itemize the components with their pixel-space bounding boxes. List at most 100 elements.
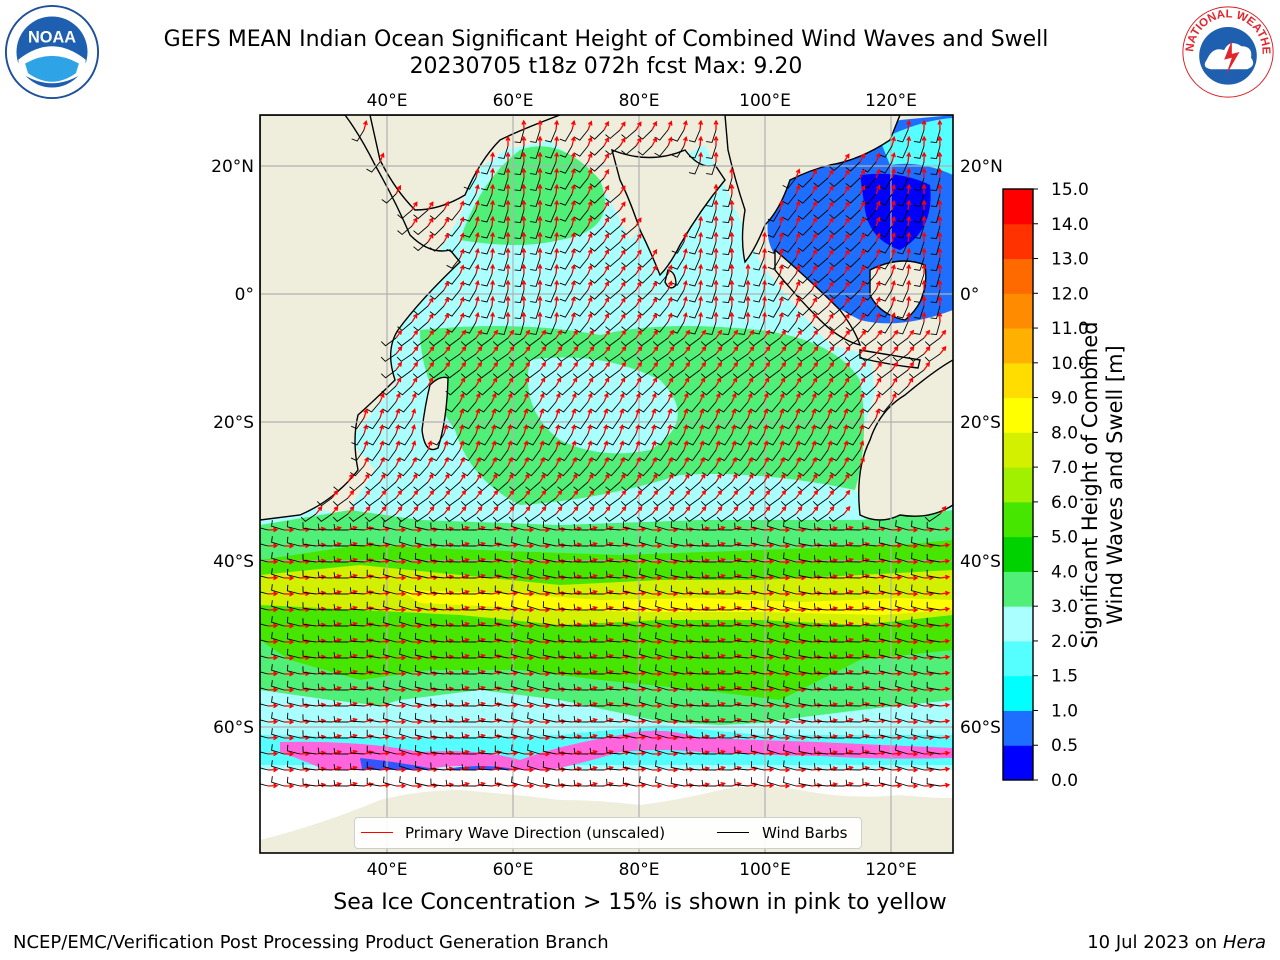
- wind-barb: [896, 193, 909, 207]
- wave-direction-arrow: [539, 687, 551, 693]
- wave-direction-arrow: [395, 392, 401, 403]
- wind-barb: [478, 731, 493, 739]
- wind-barb: [654, 449, 669, 462]
- wind-barb: [429, 225, 445, 236]
- wind-barb: [542, 761, 557, 771]
- wind-barb: [590, 449, 605, 462]
- wind-barb: [738, 273, 749, 287]
- wave-direction-arrow: [937, 167, 943, 179]
- wind-barb: [317, 731, 333, 739]
- wind-barb: [766, 401, 781, 413]
- wind-barb: [498, 273, 509, 287]
- wave-direction-arrow: [875, 312, 881, 323]
- wave-direction-arrow: [603, 392, 609, 403]
- wave-direction-arrow: [747, 329, 755, 339]
- wave-direction-arrow: [411, 489, 419, 499]
- wind-barb: [514, 257, 525, 272]
- wind-barb: [701, 523, 717, 531]
- wave-direction-arrow: [715, 733, 726, 739]
- wave-direction-arrow: [635, 345, 643, 355]
- wave-direction-arrow: [635, 505, 643, 515]
- wave-direction-arrow: [475, 329, 483, 339]
- wave-direction-arrow: [763, 671, 775, 677]
- wave-direction-arrow: [379, 718, 391, 724]
- wave-direction-arrow: [843, 717, 854, 723]
- wind-barb: [686, 730, 701, 739]
- wind-barb: [349, 667, 365, 675]
- wind-barb: [878, 584, 893, 595]
- wind-barb: [930, 129, 941, 144]
- wave-direction-arrow: [891, 392, 897, 403]
- wind-barb: [366, 649, 381, 659]
- wind-barb: [734, 570, 749, 579]
- wave-direction-arrow: [587, 669, 598, 675]
- wave-direction-arrow: [843, 329, 851, 339]
- wave-direction-arrow: [729, 311, 735, 323]
- wave-direction-arrow: [619, 329, 627, 339]
- wind-barb: [930, 257, 941, 272]
- land-masses: [260, 115, 953, 521]
- wave-direction-arrow: [698, 247, 704, 259]
- wind-barb: [494, 633, 509, 643]
- wind-barb: [260, 527, 269, 531]
- wind-barb: [829, 193, 845, 204]
- wind-barb: [414, 536, 429, 547]
- wave-direction-arrow: [937, 311, 943, 323]
- wave-direction-arrow: [843, 456, 849, 467]
- wave-direction-arrow: [395, 440, 401, 451]
- wind-barb: [460, 497, 477, 507]
- wave-direction-arrow: [651, 345, 659, 355]
- wave-direction-arrow: [331, 574, 342, 579]
- wave-direction-arrow: [411, 543, 423, 549]
- wind-barb: [349, 603, 365, 611]
- wave-direction-arrow: [443, 232, 449, 243]
- wave-direction-arrow: [459, 734, 470, 739]
- wind-barb: [574, 193, 589, 205]
- wind-barb: [492, 337, 509, 347]
- wave-direction-arrow: [635, 686, 647, 692]
- wind-barb: [558, 746, 573, 755]
- wind-barb: [814, 465, 829, 477]
- wind-barb: [719, 433, 733, 446]
- wind-barb: [604, 513, 621, 522]
- wind-barb: [366, 537, 381, 547]
- wave-direction-arrow: [459, 200, 465, 211]
- wind-barb: [813, 587, 829, 595]
- wave-direction-arrow: [907, 751, 919, 757]
- wind-barb: [782, 257, 797, 269]
- wind-barb: [622, 761, 637, 771]
- wave-direction-arrow: [427, 361, 435, 371]
- wind-barb: [812, 497, 829, 507]
- wave-direction-arrow: [779, 751, 791, 757]
- wave-direction-arrow: [523, 559, 535, 565]
- wave-direction-arrow: [379, 473, 386, 483]
- wave-direction-arrow: [603, 473, 610, 483]
- wind-barb: [686, 465, 701, 477]
- wind-barb: [382, 712, 397, 723]
- wind-barb: [750, 761, 765, 771]
- wave-direction-arrow: [763, 505, 771, 515]
- wave-direction-arrow: [779, 623, 791, 629]
- wind-barb: [722, 209, 733, 224]
- wave-direction-arrow: [667, 392, 673, 403]
- wind-barb: [526, 401, 541, 413]
- wave-direction-arrow: [635, 121, 642, 131]
- wind-barb: [349, 731, 365, 739]
- colorbar-frame: [1002, 188, 1034, 781]
- wind-barb: [558, 634, 573, 643]
- wind-barb: [845, 539, 861, 547]
- wave-direction-arrow: [827, 377, 834, 387]
- wave-direction-arrow: [507, 473, 514, 483]
- wind-barb: [527, 728, 541, 739]
- wind-barb: [717, 539, 733, 547]
- wave-direction-arrow: [843, 685, 854, 691]
- wind-barb: [684, 497, 701, 507]
- wave-direction-arrow: [459, 718, 470, 723]
- wind-barb: [349, 763, 365, 771]
- wind-barb: [783, 776, 797, 787]
- wind-barb: [382, 584, 397, 595]
- wind-barb: [671, 417, 685, 430]
- wind-barb: [605, 321, 621, 332]
- wave-direction-arrow: [587, 345, 595, 355]
- wind-barb: [924, 337, 941, 347]
